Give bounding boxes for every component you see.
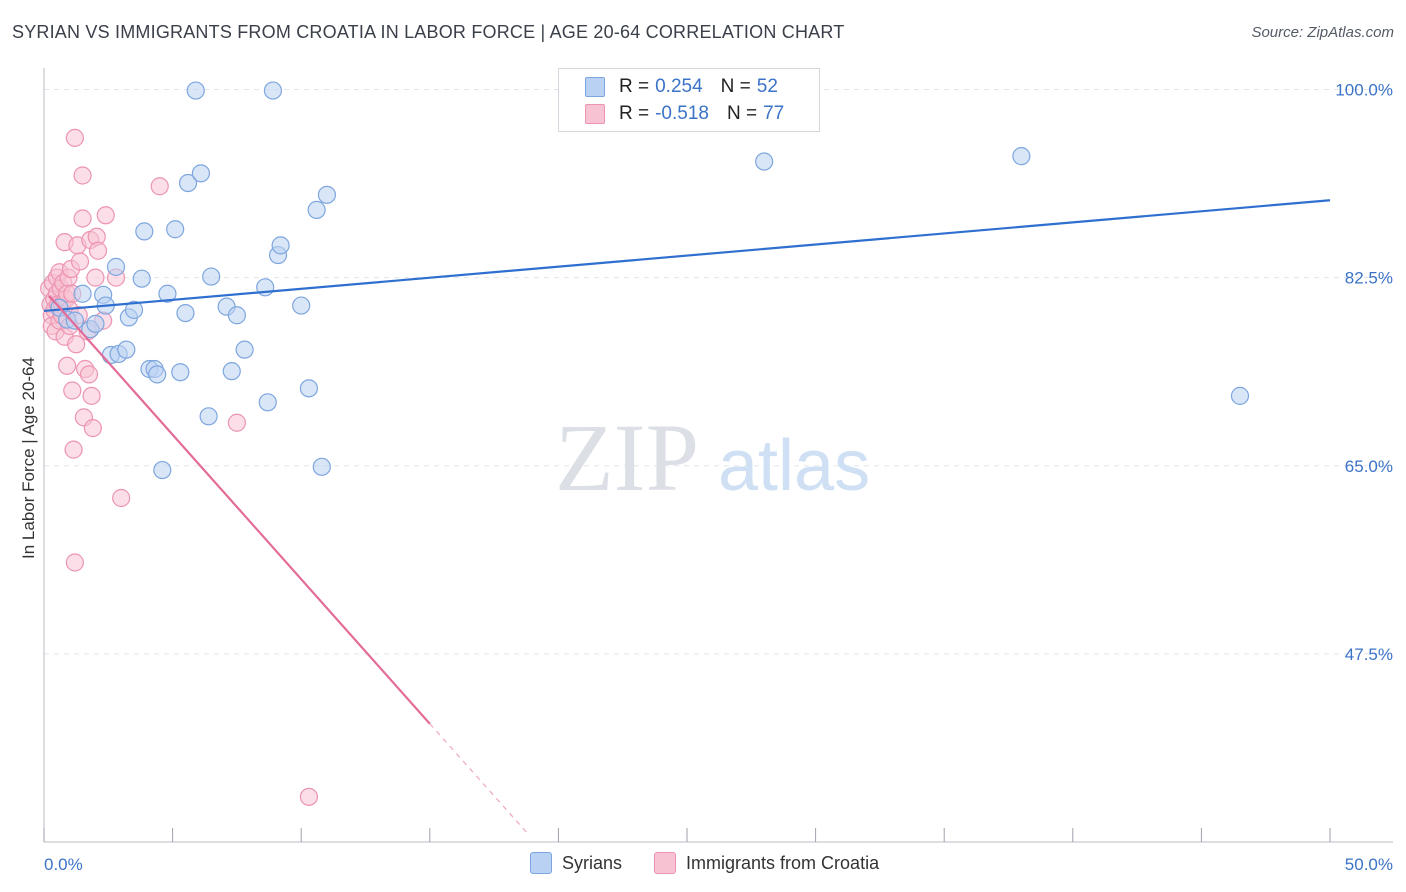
croatia-point (73, 166, 92, 185)
legend-row-croatia: R = -0.518 N = 77 (585, 102, 784, 126)
croatia-point (82, 386, 101, 405)
syrian-point (171, 363, 190, 382)
legend-item-syrians: Syrians (530, 852, 622, 874)
syrian-point (312, 457, 331, 476)
series-legend: Syrians Immigrants from Croatia (530, 852, 911, 874)
syrians-trend-line (43, 199, 1331, 313)
syrian-point (106, 257, 126, 276)
y-tick-label: 47.5% (1345, 645, 1393, 664)
croatia-point (299, 787, 319, 806)
croatia-point (83, 419, 102, 438)
legend-label-croatia: Immigrants from Croatia (686, 852, 880, 873)
legend-label-syrians: Syrians (562, 852, 623, 873)
syrian-point (227, 306, 246, 325)
croatia-point (64, 440, 83, 459)
axes: 100.0% 82.5% 65.0% 47.5% 0.0% 50.0% (43, 68, 1393, 874)
syrian-point (1230, 386, 1250, 405)
syrian-point (199, 407, 218, 426)
croatia-point (96, 206, 115, 225)
syrian-point (73, 284, 92, 303)
syrian-point (317, 185, 337, 204)
legend-swatch-croatia (585, 104, 605, 124)
syrian-point (117, 340, 136, 359)
legend-swatch-croatia (654, 852, 677, 874)
syrian-point (65, 311, 84, 330)
croatia-point (150, 177, 169, 196)
legend-r-label: R = (619, 76, 650, 97)
trend-lines (43, 199, 1331, 834)
croatia-point (63, 381, 82, 400)
legend-row-syrians: R = 0.254 N = 52 (585, 75, 778, 99)
y-axis-label: In Labor Force | Age 20-64 (19, 357, 38, 559)
syrian-point (271, 236, 290, 255)
syrian-point (158, 284, 177, 303)
croatia-point (65, 128, 84, 147)
croatia-point (73, 209, 92, 228)
croatia-point (79, 365, 99, 384)
syrian-point (299, 379, 319, 398)
watermark-zip: ZIP (555, 404, 699, 511)
y-tick-label: 82.5% (1345, 269, 1393, 288)
syrian-point (1012, 147, 1031, 166)
croatia-point (67, 335, 86, 354)
legend-n-value: 52 (756, 76, 778, 97)
croatia-trend-line (48, 295, 431, 725)
croatia-trend-extension (429, 723, 528, 834)
syrian-point (191, 164, 210, 183)
syrian-point (153, 460, 172, 480)
syrian-point (166, 220, 185, 239)
syrian-point (222, 362, 241, 381)
syrian-point (292, 296, 311, 315)
croatia-point (88, 241, 108, 260)
syrian-point (176, 304, 195, 323)
syrian-point (755, 152, 774, 171)
syrian-point (178, 173, 198, 193)
legend-n-label: N = (726, 103, 758, 124)
legend-r-value: 0.254 (655, 76, 703, 97)
croatia-point (112, 488, 131, 508)
legend-r-label: R = (619, 103, 650, 124)
croatia-point (227, 413, 246, 432)
legend-r-value: -0.518 (655, 103, 709, 124)
syrian-point (124, 300, 144, 319)
croatia-point (58, 356, 77, 375)
watermark: ZIP atlas (555, 404, 870, 511)
syrian-point (263, 81, 283, 100)
y-tick-label: 65.0% (1345, 457, 1393, 476)
croatia-point (86, 268, 105, 287)
syrian-point (307, 200, 326, 219)
croatia-point (65, 553, 84, 572)
chart-title: SYRIAN VS IMMIGRANTS FROM CROATIA IN LAB… (12, 22, 845, 42)
source-credit: Source: ZipAtlas.com (1251, 24, 1394, 41)
stats-legend: R = 0.254 N = 52 R = -0.518 N = 77 (558, 68, 820, 132)
legend-item-croatia: Immigrants from Croatia (654, 852, 879, 874)
syrian-point (186, 81, 205, 100)
syrian-point (235, 340, 254, 359)
syrian-point (132, 269, 151, 288)
legend-swatch-syrians (585, 77, 605, 97)
croatia-point (70, 252, 90, 271)
syrian-point (86, 314, 105, 333)
legend-n-label: N = (720, 76, 751, 97)
watermark-atlas: atlas (718, 426, 870, 506)
legend-swatch-syrians (530, 852, 552, 874)
gridlines (44, 89, 1390, 655)
legend-n-value: 77 (763, 103, 785, 124)
syrian-point (135, 222, 154, 241)
syrian-point (148, 365, 167, 384)
x-tick-label-max: 50.0% (1345, 855, 1393, 874)
syrian-point (258, 393, 277, 412)
y-tick-label: 100.0% (1335, 81, 1393, 100)
syrian-point (202, 267, 221, 286)
x-tick-label-min: 0.0% (44, 855, 83, 874)
